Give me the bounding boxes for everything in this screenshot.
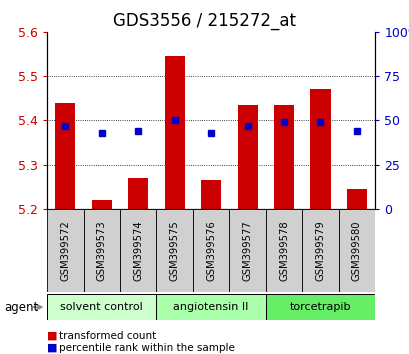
Bar [273,105,293,209]
Text: percentile rank within the sample: percentile rank within the sample [59,343,235,353]
Bar [338,209,374,292]
Text: ■: ■ [47,343,58,353]
Bar [193,209,229,292]
Text: GSM399575: GSM399575 [169,220,179,281]
Text: torcetrapib: torcetrapib [289,302,351,312]
Text: GSM399578: GSM399578 [279,220,288,281]
Text: solvent control: solvent control [60,302,143,312]
Text: GSM399576: GSM399576 [206,220,216,281]
Bar [156,294,265,320]
Bar [156,209,193,292]
Bar [120,209,156,292]
Text: agent: agent [4,301,38,314]
Bar [201,180,220,209]
Bar [346,189,366,209]
Bar [229,209,265,292]
Bar [237,105,257,209]
Bar [128,178,148,209]
Text: GDS3556 / 215272_at: GDS3556 / 215272_at [113,12,296,30]
Bar [55,103,75,209]
Text: GSM399579: GSM399579 [315,220,325,281]
Text: GSM399573: GSM399573 [97,220,107,281]
Bar [47,294,156,320]
Bar [83,209,120,292]
Text: GSM399580: GSM399580 [351,220,361,281]
Bar [310,90,330,209]
Bar [265,294,374,320]
Bar [164,56,184,209]
Text: transformed count: transformed count [59,331,156,341]
Text: ■: ■ [47,331,58,341]
Text: angiotensin II: angiotensin II [173,302,248,312]
Text: GSM399572: GSM399572 [60,220,70,281]
Text: GSM399577: GSM399577 [242,220,252,281]
Text: GSM399574: GSM399574 [133,220,143,281]
Bar [92,200,112,209]
Bar [47,209,83,292]
Bar [301,209,338,292]
Bar [265,209,301,292]
